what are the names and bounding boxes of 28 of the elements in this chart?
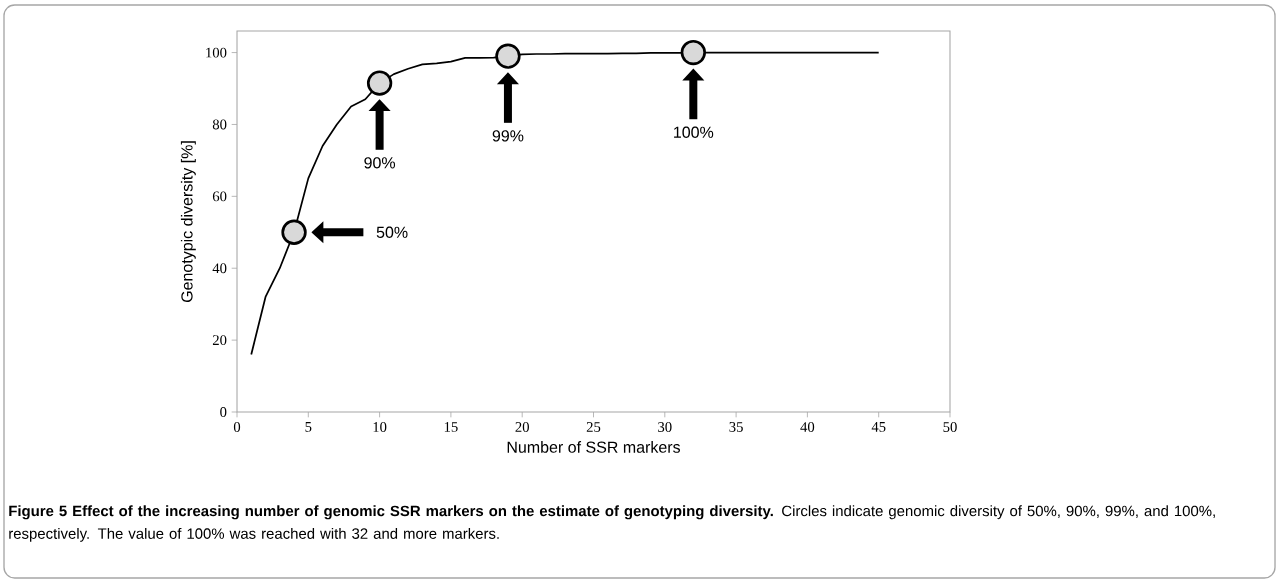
x-tick-label: 35 (729, 422, 743, 432)
x-tick-label: 20 (515, 422, 529, 432)
y-tick-label: 80 (212, 119, 227, 130)
y-tick-label: 100 (206, 47, 227, 58)
x-tick-label: 5 (305, 422, 312, 432)
annotation: 100% (674, 126, 714, 138)
y-axis-title: Genotypic diversity [%] (180, 141, 196, 303)
y-tick-label: 60 (212, 191, 227, 202)
annotation: 90% (364, 157, 396, 169)
chart-title: Figure 5 Effect of the increasing number of genomic SSR markers on the estimate of genotyping diversity. Circles indicate genomic diversity of 50%, 90%, 99%, and 100%, respectively. The value of 100% was reached with 32 and more markers. (9, 505, 1215, 542)
x-tick-label: 25 (586, 422, 601, 432)
x-axis-title: Number of SSR markers (507, 441, 681, 453)
x-tick-label: 30 (658, 422, 672, 432)
annotation: 99% (492, 130, 524, 142)
x-tick-label: 50 (943, 422, 957, 432)
x-tick-label: 10 (373, 422, 387, 432)
point (281, 219, 307, 245)
x-tick-label: 45 (871, 422, 886, 432)
y-tick-label: 40 (212, 263, 227, 274)
x-tick-label: 0 (233, 422, 241, 432)
y-tick-label: 0 (220, 407, 227, 417)
x-tick-label: 40 (800, 422, 815, 432)
point (495, 43, 521, 69)
x-tick-label: 15 (444, 422, 458, 432)
annotation: 50% (376, 226, 408, 238)
y-tick-label: 20 (212, 335, 227, 346)
point (680, 39, 706, 66)
point (366, 70, 393, 96)
